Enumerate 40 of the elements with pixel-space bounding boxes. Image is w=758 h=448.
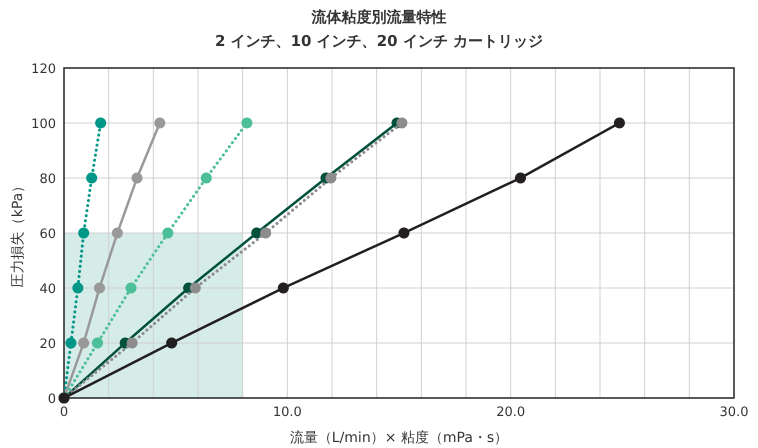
- point: [398, 228, 410, 238]
- point: [162, 228, 174, 238]
- point: [325, 172, 336, 184]
- point: [72, 282, 84, 294]
- x-tick-label: 0: [60, 405, 68, 420]
- chart-subtitle: 2 インチ、10 インチ、20 インチ カートリッジ: [214, 32, 544, 50]
- point: [241, 118, 252, 128]
- point: [94, 282, 106, 294]
- point: [396, 118, 408, 128]
- point: [112, 228, 123, 238]
- point: [154, 118, 166, 128]
- y-tick-label: 0: [48, 392, 56, 407]
- point: [78, 228, 90, 238]
- y-tick-label: 120: [31, 62, 56, 77]
- y-tick-label: 60: [39, 227, 56, 242]
- point: [78, 338, 90, 348]
- point: [614, 118, 625, 128]
- x-axis-title: 流量（L/min）× 粘度（mPa・s）: [290, 430, 508, 446]
- point: [65, 338, 76, 348]
- x-tick-label: 10.0: [272, 405, 302, 420]
- point: [166, 338, 178, 348]
- point: [126, 282, 136, 294]
- point: [86, 172, 98, 184]
- point: [132, 172, 143, 184]
- y-axis-title: 圧力損失（kPa）: [10, 178, 26, 288]
- point: [200, 172, 212, 184]
- point: [278, 282, 289, 294]
- x-tick-label: 30.0: [720, 405, 748, 420]
- x-tick-label: 20.0: [496, 405, 526, 420]
- y-tick-label: 40: [39, 282, 56, 297]
- y-tick-label: 100: [31, 117, 56, 132]
- point: [514, 172, 526, 184]
- point: [95, 118, 106, 128]
- y-tick-label: 80: [39, 172, 56, 187]
- point: [126, 338, 138, 348]
- point: [92, 338, 103, 348]
- chart-title: 流体粘度別流量特性: [310, 8, 446, 26]
- point: [190, 282, 201, 294]
- point: [260, 228, 272, 238]
- y-tick-label: 20: [39, 337, 56, 352]
